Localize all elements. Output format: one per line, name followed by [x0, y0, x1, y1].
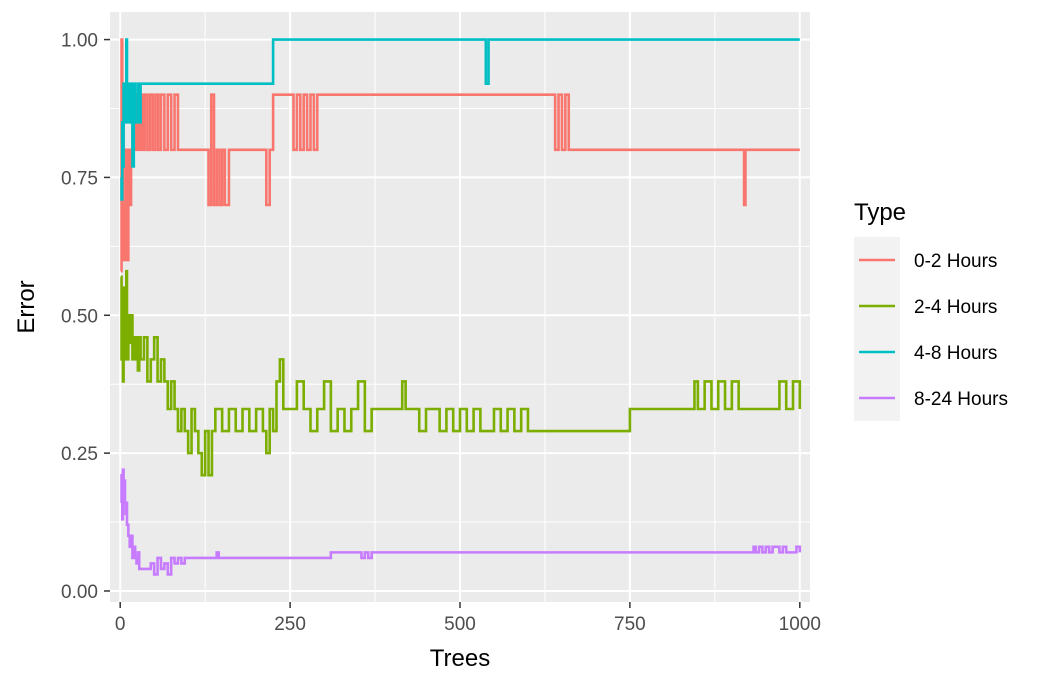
y-tick-label: 0.50 — [61, 306, 98, 327]
y-tick-label: 0.25 — [61, 444, 98, 465]
x-tick-label: 1000 — [779, 614, 821, 635]
series-line-2-4-hours — [120, 269, 802, 477]
y-tick-label: 1.00 — [61, 31, 98, 52]
y-axis-title: Error — [13, 280, 40, 333]
legend-key-background — [854, 237, 900, 421]
series-layer — [120, 38, 802, 576]
legend-label-8-24-hours: 8-24 Hours — [914, 389, 1008, 410]
y-tick-label: 0.00 — [61, 582, 98, 603]
major-grid — [110, 12, 810, 602]
y-tick-label: 0.75 — [61, 168, 98, 189]
legend-title: Type — [854, 199, 906, 226]
legend-label-4-8-hours: 4-8 Hours — [914, 343, 997, 364]
series-line-4-8-hours — [120, 38, 800, 201]
legend-label-0-2-hours: 0-2 Hours — [914, 251, 997, 272]
x-tick-label: 500 — [444, 614, 476, 635]
x-tick-label: 250 — [274, 614, 306, 635]
x-axis-title: Trees — [430, 645, 490, 672]
legend-label-2-4-hours: 2-4 Hours — [914, 297, 997, 318]
y-axis: 0.00 0.25 0.50 0.75 1.00 — [61, 31, 110, 603]
x-axis: 0 250 500 750 1000 — [115, 602, 821, 635]
x-tick-label: 0 — [115, 614, 126, 635]
legend: Type 0-2 Hours 2-4 Hours 4-8 Hours 8-24 Hou… — [854, 199, 1008, 421]
x-tick-label: 750 — [614, 614, 646, 635]
series-line-8-24-hours — [120, 468, 802, 576]
